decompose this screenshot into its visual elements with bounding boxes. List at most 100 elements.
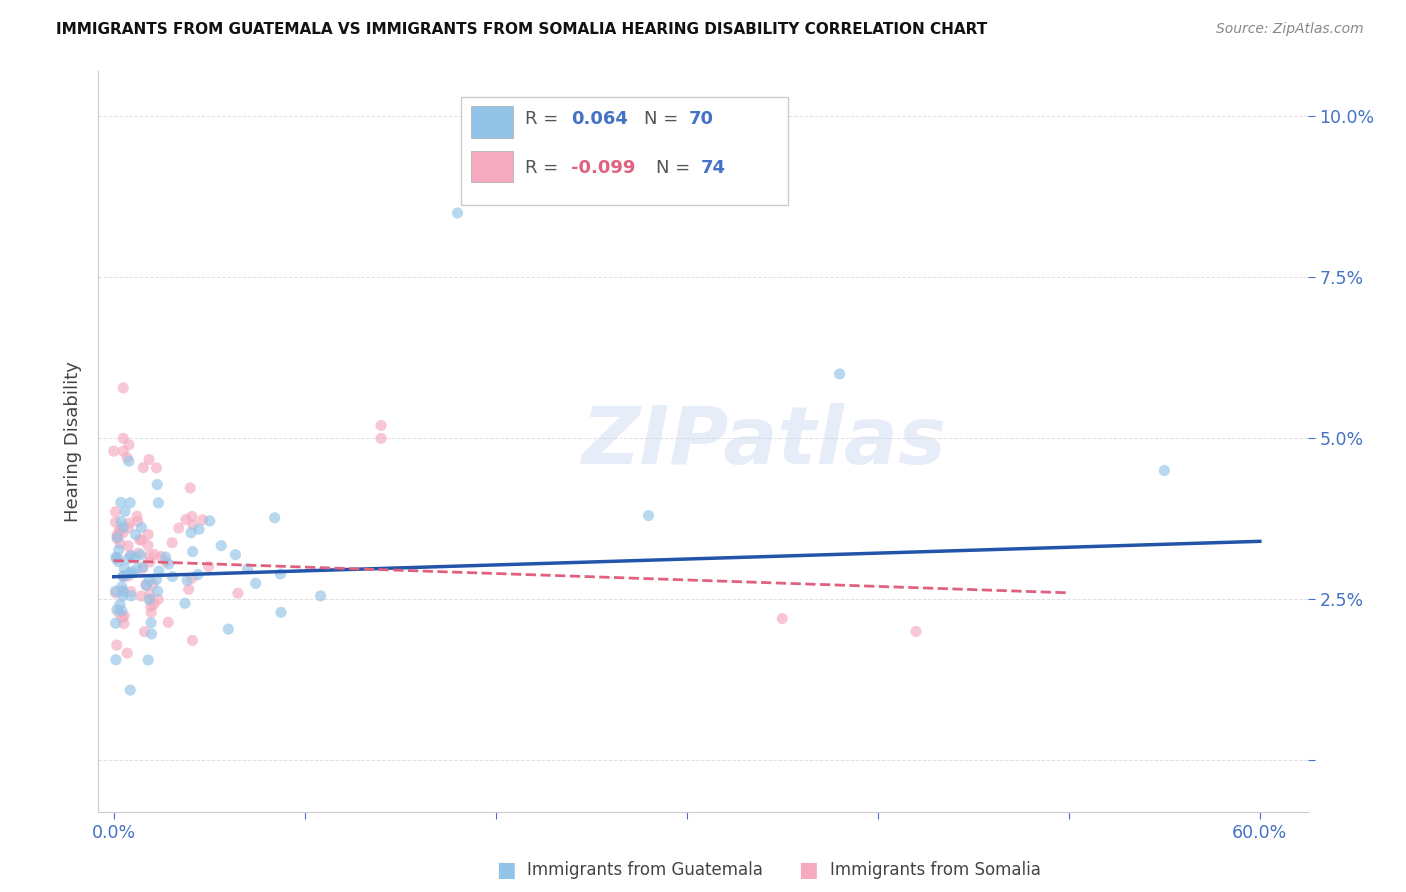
Point — [112, 431, 135, 445]
Point — [120, 584, 142, 599]
Point — [112, 569, 135, 583]
Point — [136, 527, 159, 541]
Point — [149, 549, 172, 564]
Point — [177, 582, 200, 597]
Point — [118, 438, 141, 452]
Point — [139, 587, 162, 601]
Point — [104, 586, 127, 600]
Point — [124, 527, 146, 541]
Point — [155, 550, 177, 565]
Point — [139, 615, 162, 630]
Text: -0.099: -0.099 — [571, 159, 636, 177]
Point — [180, 571, 202, 585]
Point — [105, 551, 128, 566]
Point — [121, 566, 143, 580]
Text: ZIPatlas: ZIPatlas — [581, 402, 946, 481]
Point — [110, 495, 132, 509]
Point — [111, 610, 134, 624]
Point — [128, 533, 150, 547]
Point — [111, 583, 134, 598]
Text: 70: 70 — [689, 111, 713, 128]
Text: IMMIGRANTS FROM GUATEMALA VS IMMIGRANTS FROM SOMALIA HEARING DISABILITY CORRELAT: IMMIGRANTS FROM GUATEMALA VS IMMIGRANTS … — [56, 22, 987, 37]
Point — [139, 599, 162, 614]
Point — [138, 452, 160, 467]
Point — [180, 525, 202, 540]
Point — [112, 616, 135, 631]
Point — [107, 543, 129, 558]
Point — [108, 523, 131, 537]
Point — [127, 515, 149, 529]
Point — [148, 592, 170, 607]
Point — [139, 555, 162, 569]
Point — [112, 584, 135, 599]
Point — [209, 539, 232, 553]
Point — [181, 544, 204, 558]
Point — [118, 454, 141, 468]
Point — [181, 509, 204, 524]
Point — [117, 552, 139, 566]
Point — [270, 606, 292, 620]
Point — [117, 539, 139, 553]
Text: R =: R = — [526, 111, 564, 128]
Point — [129, 548, 152, 562]
Point — [120, 549, 142, 563]
Point — [770, 611, 793, 625]
Point — [127, 546, 149, 560]
Point — [162, 569, 184, 583]
Point — [141, 606, 163, 620]
Point — [117, 569, 139, 583]
Point — [217, 622, 239, 636]
Point — [104, 505, 127, 519]
Point — [145, 573, 167, 587]
Point — [148, 496, 170, 510]
Point — [105, 638, 128, 652]
Point — [146, 584, 169, 599]
Point — [110, 537, 132, 551]
Point — [263, 510, 285, 524]
Point — [197, 559, 219, 574]
Point — [131, 520, 153, 534]
Point — [138, 592, 160, 607]
Point — [111, 589, 134, 603]
Point — [110, 514, 132, 528]
Point — [111, 525, 134, 540]
Point — [146, 477, 169, 491]
Point — [132, 560, 155, 574]
Point — [111, 604, 134, 618]
Point — [136, 539, 159, 553]
Point — [112, 520, 135, 534]
Point — [107, 531, 129, 545]
Point — [179, 481, 201, 495]
Point — [143, 597, 166, 611]
Point — [112, 569, 135, 583]
Point — [112, 444, 135, 458]
Point — [370, 418, 392, 433]
Text: ■: ■ — [799, 860, 818, 880]
Point — [181, 517, 204, 532]
Point — [112, 381, 135, 395]
Point — [139, 592, 162, 607]
Point — [143, 548, 166, 562]
Text: Immigrants from Guatemala: Immigrants from Guatemala — [527, 861, 763, 879]
Point — [104, 616, 127, 631]
Point — [120, 496, 142, 510]
Point — [245, 576, 267, 591]
Point — [828, 367, 851, 381]
Point — [181, 633, 204, 648]
Point — [176, 574, 198, 588]
Point — [236, 562, 259, 576]
Point — [112, 608, 135, 623]
Text: 74: 74 — [700, 159, 725, 177]
Point — [103, 444, 125, 458]
Text: R =: R = — [526, 159, 564, 177]
Point — [135, 578, 157, 592]
Point — [104, 653, 127, 667]
Point — [131, 561, 153, 575]
Text: N =: N = — [655, 159, 696, 177]
Point — [124, 551, 146, 566]
Point — [112, 569, 135, 583]
Text: ■: ■ — [496, 860, 516, 880]
Point — [105, 531, 128, 545]
Point — [188, 522, 211, 536]
Point — [104, 550, 127, 565]
